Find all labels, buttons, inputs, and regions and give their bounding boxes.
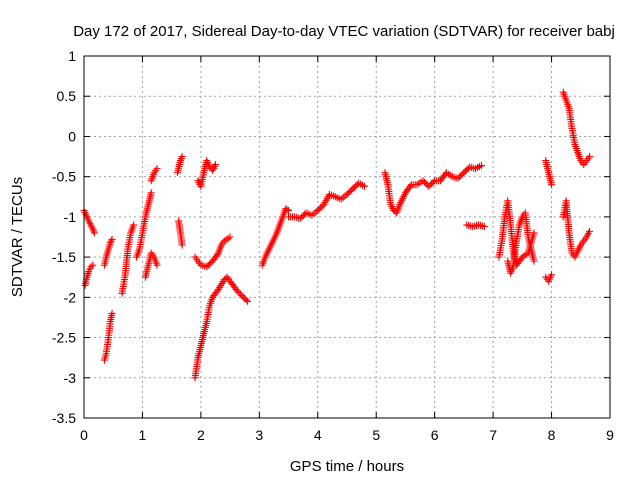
- data-point: [283, 206, 291, 214]
- data-point: [236, 290, 244, 298]
- x-tick-label: 2: [197, 427, 205, 443]
- data-point: [406, 182, 414, 190]
- chart-title: Day 172 of 2017, Sidereal Day-to-day VTE…: [73, 23, 615, 40]
- data-point: [530, 257, 538, 265]
- x-axis-label: GPS time / hours: [290, 458, 404, 475]
- data-point: [108, 235, 116, 243]
- y-tick-label: -3.5: [52, 410, 76, 426]
- data-point: [84, 271, 92, 279]
- data-point: [235, 289, 243, 297]
- data-point: [242, 296, 250, 304]
- y-tick-label: -0.5: [52, 169, 76, 185]
- x-tick-label: 7: [489, 427, 497, 443]
- data-point: [586, 227, 594, 235]
- x-tick-label: 4: [314, 427, 322, 443]
- data-point: [87, 263, 95, 271]
- data-point: [226, 233, 234, 241]
- data-point: [147, 189, 155, 197]
- data-point: [233, 287, 241, 295]
- data-markers: [80, 88, 594, 382]
- y-tick-label: -3: [64, 370, 77, 386]
- data-point: [548, 271, 556, 279]
- x-tick-label: 0: [80, 427, 88, 443]
- gridlines: [84, 56, 610, 418]
- data-point: [232, 285, 240, 293]
- data-point: [586, 153, 594, 161]
- data-point: [84, 269, 92, 277]
- data-point: [178, 241, 186, 249]
- data-point: [480, 223, 488, 231]
- data-point: [107, 237, 115, 245]
- x-tick-label: 1: [139, 427, 147, 443]
- y-tick-label: -2.5: [52, 330, 76, 346]
- y-axis-label: SDTVAR / TECUs: [9, 177, 26, 297]
- data-point: [361, 182, 369, 190]
- data-point: [106, 239, 114, 247]
- data-point: [429, 178, 437, 186]
- data-point: [285, 206, 293, 214]
- y-tick-label: 1: [68, 48, 76, 64]
- data-point: [517, 255, 525, 263]
- y-tick-label: -2: [64, 289, 77, 305]
- data-point: [222, 274, 230, 282]
- data-point: [91, 229, 99, 237]
- y-tick-label: 0: [68, 128, 76, 144]
- x-tick-label: 9: [606, 427, 614, 443]
- data-point: [153, 261, 161, 269]
- data-point: [178, 153, 186, 161]
- x-tick-label: 6: [431, 427, 439, 443]
- data-point: [153, 165, 161, 173]
- x-tick-label: 5: [372, 427, 380, 443]
- axis-ticks: 0 1 2 3 4 5 6 7 8 9 1 0.5 0 -0.5 -1 -1.5 -2 -2.5 -3 -3.5: [52, 48, 614, 443]
- data-point: [89, 261, 97, 269]
- y-tick-label: -1: [64, 209, 77, 225]
- x-tick-label: 3: [255, 427, 263, 443]
- data-point: [477, 161, 485, 169]
- data-point: [282, 205, 290, 213]
- y-tick-label: 0.5: [57, 88, 77, 104]
- y-tick-label: -1.5: [52, 249, 76, 265]
- data-point: [213, 251, 221, 259]
- data-point: [212, 161, 219, 169]
- data-point: [130, 221, 138, 229]
- plot-frame: [83, 55, 611, 419]
- data-point: [548, 181, 556, 189]
- data-point: [108, 309, 116, 317]
- x-tick-label: 8: [548, 427, 556, 443]
- data-point: [244, 297, 252, 305]
- data-point: [213, 287, 221, 295]
- data-point: [530, 229, 538, 237]
